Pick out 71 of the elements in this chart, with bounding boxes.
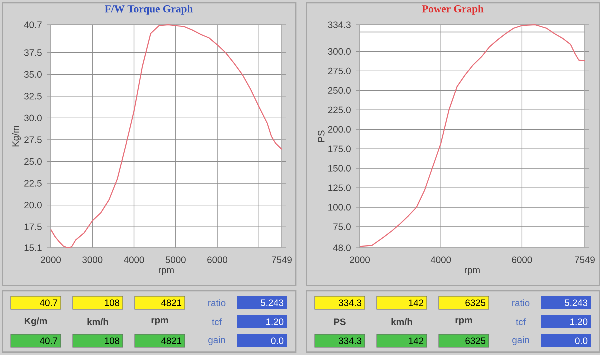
y-tick-label: 20.0 — [24, 202, 42, 209]
line-series — [359, 24, 586, 248]
y-tick-label: 40.7 — [24, 22, 42, 28]
text: rpm — [456, 318, 472, 326]
y-tick-label: 275.0 — [328, 68, 351, 74]
x-tick-label: 6000 — [208, 256, 228, 264]
chart-title: Power Graph — [422, 5, 484, 15]
y-tick-label: 15.1 — [24, 244, 42, 252]
text: Kg/m — [24, 318, 48, 326]
text: 4821 — [161, 300, 182, 306]
text: ratio — [512, 300, 530, 306]
x-axis-title: rpm — [159, 268, 174, 276]
x-tick-label: 7549 — [575, 256, 595, 264]
text: 5.243 — [261, 300, 284, 306]
y-tick-label: 225.0 — [328, 106, 351, 114]
y-tick-label: 300.0 — [328, 48, 351, 56]
text: 40.7 — [40, 300, 58, 306]
text: 5.243 — [565, 300, 588, 306]
text: 142 — [409, 300, 424, 306]
x-tick-label: 2000 — [41, 256, 62, 264]
text: tcf — [212, 318, 222, 326]
text: 108 — [105, 300, 120, 306]
y-tick-label: 25.0 — [24, 158, 42, 166]
text: 1.20 — [570, 318, 588, 326]
text: 108 — [105, 338, 120, 344]
line-series — [50, 24, 283, 249]
y-tick-label: 37.5 — [24, 50, 42, 56]
y-tick-label: 32.5 — [24, 93, 42, 100]
y-axis-title: Kg/m — [12, 126, 21, 147]
y-tick-label: 334.3 — [328, 22, 351, 28]
text: 334.3 — [339, 300, 362, 306]
text: 6325 — [466, 300, 486, 306]
y-tick-label: 125.0 — [328, 184, 351, 192]
x-axis-title: rpm — [465, 268, 480, 276]
y-tick-label: 250.0 — [328, 87, 351, 94]
x-tick-label: 4000 — [430, 256, 452, 264]
text: 6325 — [466, 338, 486, 344]
y-tick-label: 175.0 — [328, 146, 351, 152]
y-tick-label: 17.5 — [24, 224, 42, 230]
text: 334.3 — [339, 338, 362, 344]
y-tick-label: 27.5 — [24, 136, 42, 144]
y-tick-label: 150.0 — [328, 165, 351, 172]
x-tick-label: 6000 — [512, 256, 532, 264]
y-axis-title: PS — [318, 130, 325, 142]
y-tick-label: 35.0 — [24, 71, 42, 78]
x-tick-label: 7549 — [272, 256, 292, 264]
y-tick-label: 22.5 — [24, 180, 42, 187]
text: PS — [334, 318, 346, 326]
text: 40.7 — [40, 338, 58, 344]
y-tick-label: 100.0 — [328, 204, 351, 211]
text: km/h — [392, 318, 412, 326]
text: tcf — [516, 318, 526, 326]
chart-title: F/W Torque Graph — [105, 5, 194, 15]
text: 0.0 — [271, 338, 284, 344]
y-tick-label: 75.0 — [334, 224, 351, 230]
x-tick-label: 3000 — [82, 256, 103, 264]
text: gain — [512, 336, 530, 346]
text: rpm — [152, 318, 168, 326]
text: 142 — [409, 338, 424, 344]
text: 1.20 — [266, 318, 284, 326]
text: km/h — [88, 318, 108, 326]
y-tick-label: 200.0 — [328, 126, 351, 133]
x-tick-label: 4000 — [124, 256, 144, 264]
text: 0.0 — [575, 338, 588, 344]
x-tick-label: 5000 — [166, 256, 186, 264]
x-tick-label: 2000 — [350, 256, 370, 264]
text: 4821 — [161, 338, 182, 344]
text: ratio — [208, 300, 226, 306]
y-tick-label: 48.0 — [333, 244, 351, 252]
text: gain — [208, 336, 226, 346]
y-tick-label: 30.0 — [24, 114, 42, 122]
